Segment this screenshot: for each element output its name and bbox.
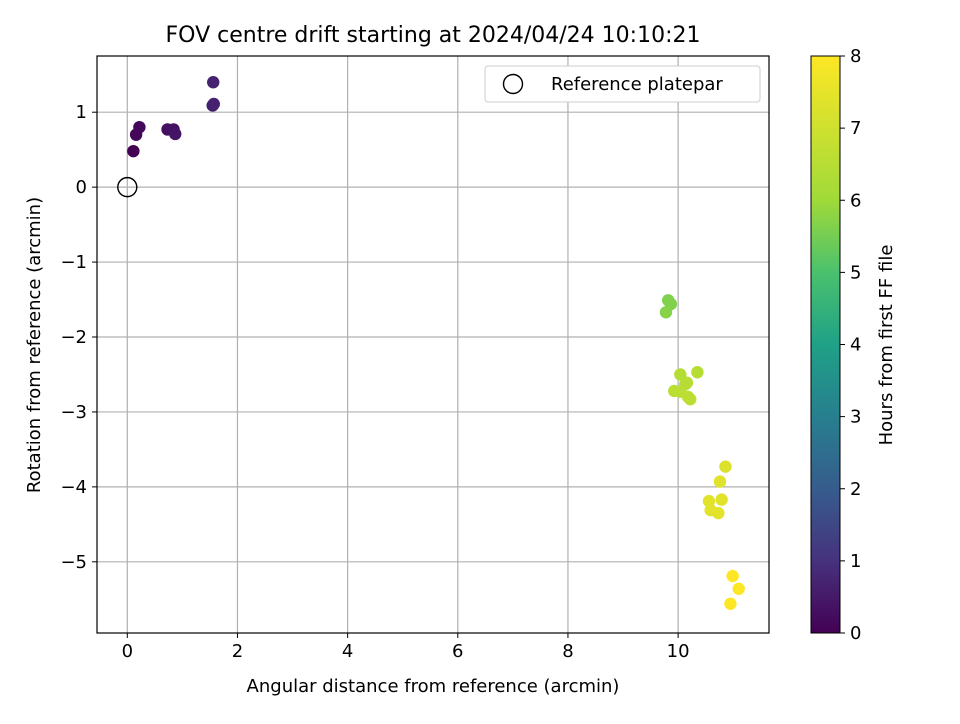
reference-platepar-point (117, 176, 138, 198)
colorbar-tick-label: 0 (850, 623, 861, 644)
plot-frame (96, 55, 770, 634)
colorbar-tick-label: 5 (850, 262, 861, 283)
x-tick-label: 0 (122, 641, 133, 662)
data-point (713, 475, 727, 488)
colorbar-tick-label: 1 (850, 551, 861, 572)
y-tick-label: −4 (60, 477, 87, 498)
legend: Reference platepar (484, 65, 761, 103)
data-point (712, 506, 725, 520)
data-points (127, 76, 745, 610)
y-tick-label: −5 (60, 552, 87, 573)
colorbar: 0 1 2 3 4 5 6 7 8 Hours from first FF file (810, 46, 897, 644)
colorbar-tick-label: 6 (850, 190, 861, 211)
colorbar-label: Hours from first FF file (876, 245, 897, 446)
data-point (715, 493, 728, 506)
data-point (674, 368, 687, 381)
colorbar-tick-label: 7 (850, 118, 861, 139)
data-point (207, 76, 220, 89)
x-tick-label: 10 (667, 641, 690, 662)
legend-box (484, 65, 761, 103)
chart-title: FOV centre drift starting at 2024/04/24 … (166, 23, 701, 48)
colorbar-tick-label: 3 (850, 407, 861, 428)
legend-marker (502, 73, 524, 95)
data-point (726, 569, 739, 583)
legend-entry: Reference platepar (551, 74, 723, 95)
data-point (724, 597, 737, 610)
data-point (680, 376, 694, 389)
data-point (127, 144, 140, 158)
x-tick-label: 4 (342, 641, 353, 662)
y-tick-label: 1 (76, 102, 87, 123)
colorbar-gradient (811, 56, 840, 633)
data-point (732, 582, 745, 595)
data-point (719, 460, 732, 473)
x-axis-ticks: 0 2 4 6 8 10 (122, 633, 690, 662)
data-point (169, 127, 182, 141)
grid-lines (97, 56, 769, 633)
data-point (691, 366, 704, 379)
y-tick-label: −2 (60, 327, 87, 348)
y-tick-label: −1 (60, 252, 87, 273)
data-point (684, 393, 697, 406)
colorbar-ticks: 0 1 2 3 4 5 6 7 8 (840, 46, 861, 644)
y-axis-ticks: 1 0 −1 −2 −3 −4 −5 (60, 102, 97, 573)
colorbar-tick-label: 2 (850, 479, 861, 500)
data-point (133, 120, 146, 134)
x-axis-label: Angular distance from reference (arcmin) (247, 676, 620, 697)
data-point (207, 97, 220, 111)
colorbar-tick-label: 4 (850, 335, 861, 356)
x-tick-label: 8 (562, 641, 573, 662)
x-tick-label: 6 (452, 641, 463, 662)
colorbar-tick-label: 8 (850, 46, 861, 67)
data-point (659, 306, 673, 319)
y-axis-label: Rotation from reference (arcmin) (24, 197, 45, 493)
x-tick-label: 2 (232, 641, 243, 662)
y-tick-label: −3 (60, 402, 87, 423)
y-tick-label: 0 (76, 177, 87, 198)
reference-marker (117, 176, 138, 198)
